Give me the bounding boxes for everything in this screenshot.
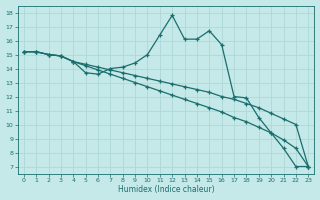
X-axis label: Humidex (Indice chaleur): Humidex (Indice chaleur) bbox=[118, 185, 214, 194]
